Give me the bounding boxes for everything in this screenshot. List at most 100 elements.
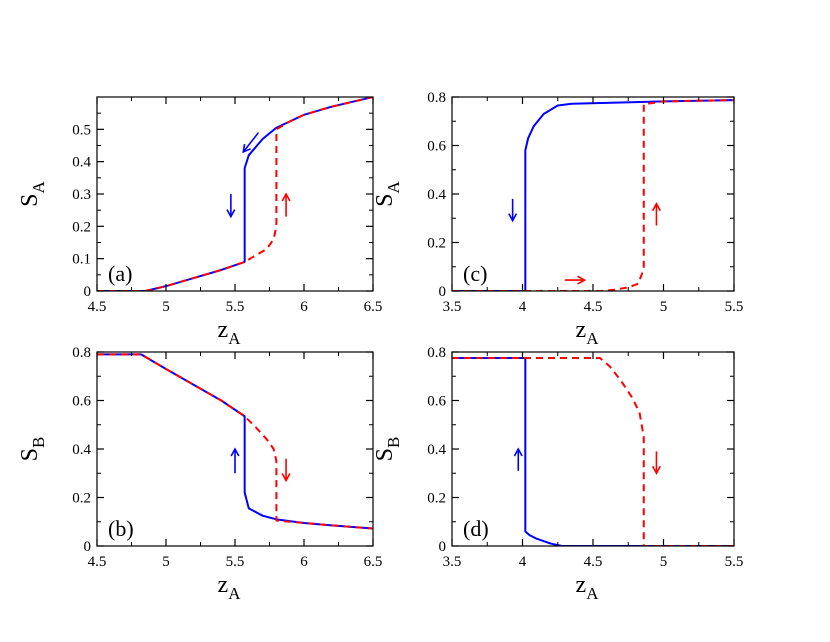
arrow-head xyxy=(577,275,587,285)
plot-frame xyxy=(451,351,735,547)
x-axis-label-main: z xyxy=(218,572,229,598)
x-tick-label: 4 xyxy=(519,299,527,315)
x-tick-label: 3.5 xyxy=(443,299,462,315)
arrow-head xyxy=(242,143,251,154)
plot-frame xyxy=(96,96,374,292)
y-axis-label-main: S xyxy=(372,193,398,206)
transition-arrow xyxy=(230,447,240,474)
x-axis-label-main: z xyxy=(218,317,229,343)
arrow-head xyxy=(651,202,661,212)
solid-series-line xyxy=(452,99,734,291)
x-axis-label-sub: A xyxy=(228,584,241,603)
solid-series-line xyxy=(97,353,373,530)
y-axis-label-main: S xyxy=(17,448,43,461)
y-tick-label: 0.2 xyxy=(72,219,91,235)
y-tick-label: 0.4 xyxy=(72,442,91,458)
arrow-head xyxy=(513,447,523,457)
x-axis-label-main: z xyxy=(576,317,587,343)
y-axis-label: SB xyxy=(17,437,48,462)
x-axis-label: zA xyxy=(576,317,600,348)
y-axis-label-sub: B xyxy=(29,437,48,448)
y-tick-label: 0.8 xyxy=(427,345,446,361)
y-tick-label: 0.2 xyxy=(427,491,446,507)
plot-frame xyxy=(451,96,735,292)
y-tick-label: 0.8 xyxy=(427,90,446,106)
x-tick-label: 4.5 xyxy=(88,554,107,570)
dashed-series-line xyxy=(97,353,373,530)
x-tick-label: 5 xyxy=(660,554,668,570)
y-tick-label: 0.6 xyxy=(72,394,91,410)
arrow-shaft xyxy=(242,132,260,153)
x-axis-label: zA xyxy=(218,317,242,348)
y-tick-label: 0 xyxy=(84,284,92,300)
transition-arrow xyxy=(651,451,661,475)
x-tick-label: 4 xyxy=(519,554,527,570)
arrow-head xyxy=(508,213,518,223)
arrow-head xyxy=(281,473,291,483)
arrow-head xyxy=(281,192,291,202)
x-tick-label: 5 xyxy=(162,554,170,570)
x-tick-label: 3.5 xyxy=(443,554,462,570)
y-axis-label: SA xyxy=(17,180,48,206)
x-tick-label: 6 xyxy=(300,299,308,315)
x-axis-label-sub: A xyxy=(228,329,241,348)
transition-arrow xyxy=(564,275,587,285)
transition-arrow xyxy=(651,202,661,226)
panel-label: (d) xyxy=(463,516,489,541)
dashed-series-line xyxy=(97,97,373,291)
y-tick-label: 0 xyxy=(439,539,447,555)
x-tick-label: 5 xyxy=(162,299,170,315)
solid-series-line xyxy=(97,97,373,291)
y-axis-label-sub: A xyxy=(384,180,403,193)
transition-arrow xyxy=(242,132,260,154)
panel-label: (c) xyxy=(463,261,487,286)
y-axis-label-main: S xyxy=(372,448,398,461)
y-tick-label: 0.4 xyxy=(427,187,446,203)
transition-arrow xyxy=(281,458,291,483)
y-tick-label: 0 xyxy=(84,539,92,555)
y-tick-label: 0.1 xyxy=(72,252,91,268)
transition-arrow xyxy=(508,198,518,223)
x-tick-label: 6.5 xyxy=(364,299,383,315)
dashed-series-line xyxy=(452,357,734,546)
y-tick-label: 0.6 xyxy=(427,394,446,410)
y-axis-label-sub: B xyxy=(384,437,403,448)
y-tick-label: 0.2 xyxy=(427,236,446,252)
y-axis-label: SA xyxy=(372,180,403,206)
y-tick-label: 0.4 xyxy=(427,442,446,458)
x-axis-label: zA xyxy=(218,572,242,603)
x-tick-label: 4.5 xyxy=(584,299,603,315)
x-tick-label: 5.5 xyxy=(226,299,245,315)
x-tick-label: 5.5 xyxy=(226,554,245,570)
x-tick-label: 5.5 xyxy=(725,554,744,570)
y-tick-label: 0.6 xyxy=(427,139,446,155)
x-axis-label-sub: A xyxy=(586,584,599,603)
y-tick-label: 0.2 xyxy=(72,491,91,507)
x-tick-label: 4.5 xyxy=(88,299,107,315)
panel-d: 3.5 4 4.5 5 5.5 0 0.2 0.4 0.6 0.8 (d) zA SB xyxy=(372,345,743,603)
y-tick-label: 0.4 xyxy=(72,155,91,171)
y-tick-label: 0.5 xyxy=(72,122,91,138)
panel-b: 4.5 5 5.5 6 6.5 0 0.2 0.4 0.6 0.8 (b) zA SB xyxy=(17,345,382,603)
x-tick-label: 6 xyxy=(300,554,308,570)
x-tick-label: 6.5 xyxy=(364,554,383,570)
y-tick-label: 0.8 xyxy=(72,345,91,361)
arrow-head xyxy=(230,447,240,457)
x-tick-label: 5.5 xyxy=(725,299,744,315)
x-tick-label: 5 xyxy=(660,299,668,315)
panel-label: (a) xyxy=(108,261,132,286)
x-axis-label-main: z xyxy=(576,572,587,598)
transition-arrow xyxy=(281,192,291,217)
dashed-series-line xyxy=(452,99,734,291)
x-tick-label: 4.5 xyxy=(584,554,603,570)
y-axis-label-main: S xyxy=(17,193,43,206)
y-axis-label-sub: A xyxy=(29,180,48,193)
solid-series-line xyxy=(452,357,734,546)
arrow-head xyxy=(226,209,236,219)
y-tick-label: 0 xyxy=(439,284,447,300)
y-axis-label: SB xyxy=(372,437,403,462)
x-axis-label: zA xyxy=(576,572,600,603)
